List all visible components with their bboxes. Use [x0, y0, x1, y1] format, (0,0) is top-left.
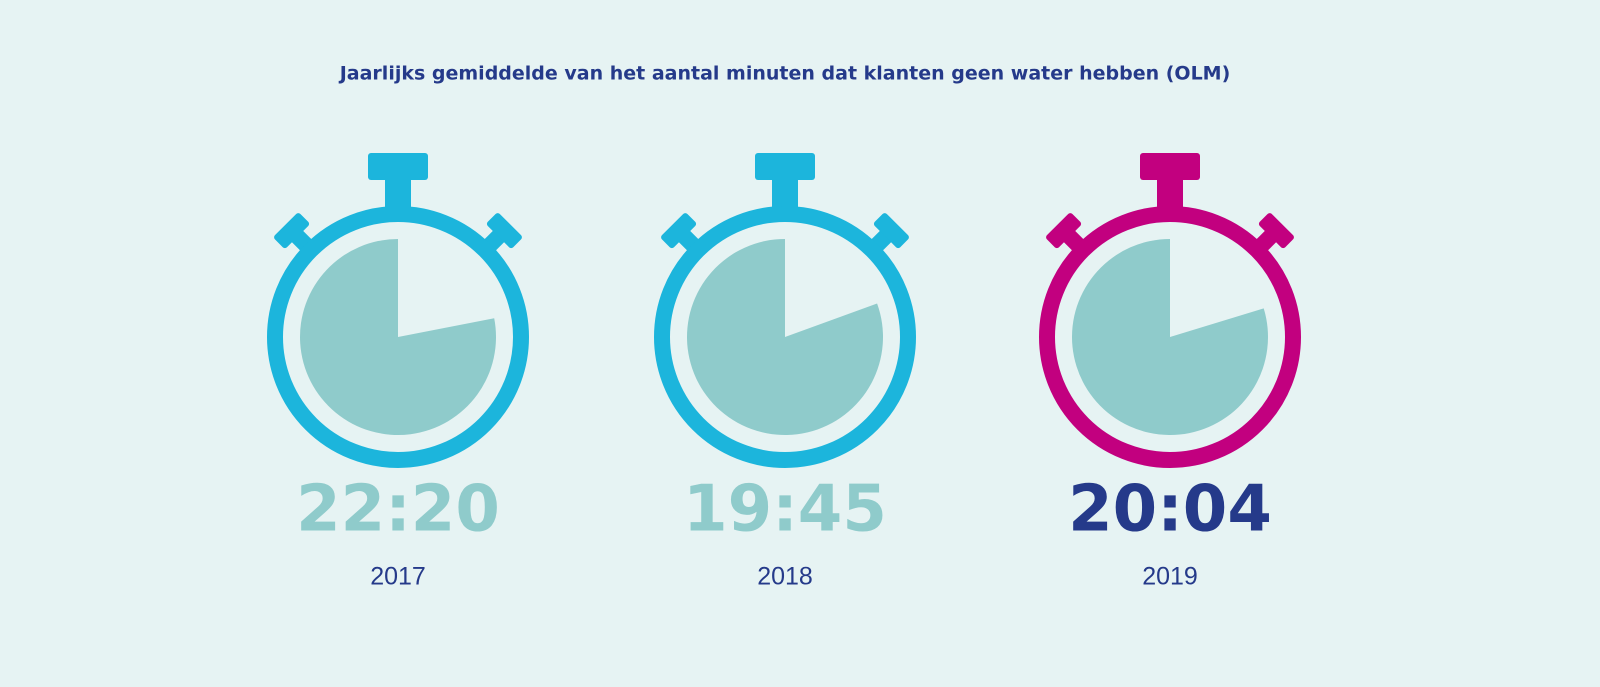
time: 22:20	[296, 473, 500, 547]
button-cap	[873, 213, 909, 249]
crown-cap	[1140, 153, 1200, 180]
crown-cap	[368, 153, 428, 180]
crown-cap	[755, 153, 815, 180]
year: 2017	[370, 563, 426, 591]
button-cap	[661, 213, 697, 249]
dial	[300, 239, 496, 435]
year: 2019	[1142, 563, 1198, 591]
ring	[654, 206, 916, 468]
stopwatch	[1039, 153, 1301, 468]
dial	[1072, 239, 1268, 436]
year: 2018	[757, 563, 813, 591]
title: Jaarlijks gemiddelde van het aantal minu…	[338, 63, 1231, 85]
button-cap	[486, 213, 522, 249]
button-cap	[1046, 213, 1082, 249]
time: 19:45	[683, 473, 887, 547]
stopwatch	[267, 153, 529, 468]
dial	[687, 239, 884, 435]
button-cap	[1258, 213, 1294, 249]
ring	[1039, 206, 1301, 468]
ring	[267, 206, 529, 468]
time: 20:04	[1068, 473, 1272, 547]
stopwatch	[654, 153, 916, 468]
button-cap	[274, 213, 310, 249]
